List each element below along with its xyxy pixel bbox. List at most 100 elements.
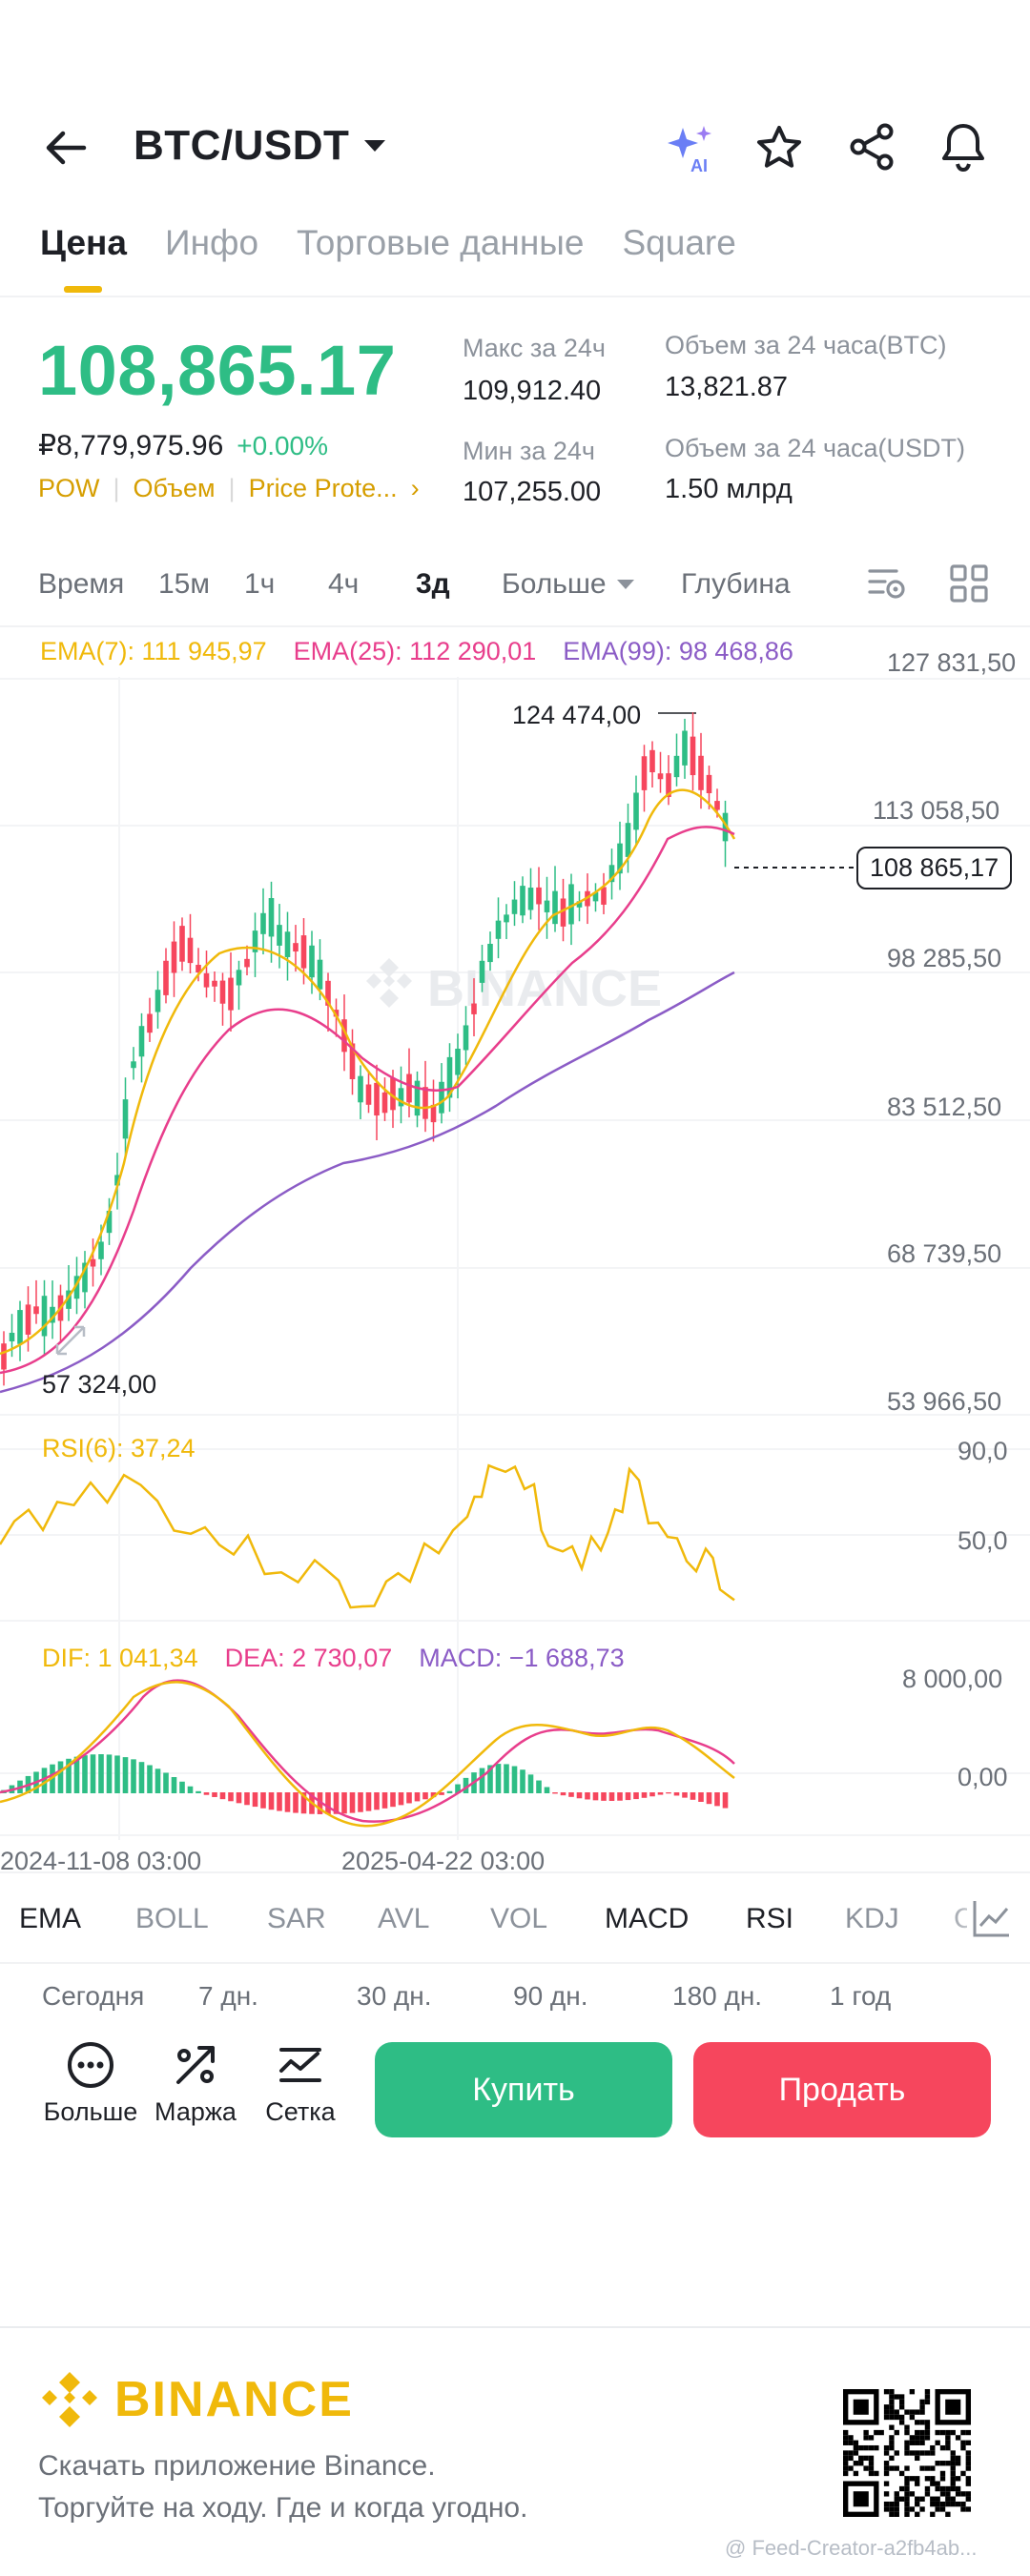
- period-1y[interactable]: 1 год: [830, 1981, 892, 2011]
- macd-bar: [358, 1792, 363, 1812]
- chevron-right-icon[interactable]: ›: [410, 474, 420, 502]
- qr-module: [883, 2481, 890, 2486]
- macd-bar: [495, 1764, 502, 1793]
- chart-bottom-divider: [0, 1871, 1030, 1873]
- qr-module: [883, 2389, 890, 2395]
- ind-sar[interactable]: SAR: [267, 1903, 326, 1934]
- star-icon[interactable]: [755, 124, 803, 172]
- interval-depth[interactable]: Глубина: [681, 568, 791, 600]
- qr-module: [878, 2429, 884, 2436]
- candle-body: [9, 1332, 15, 1341]
- ind-rsi[interactable]: RSI: [746, 1903, 794, 1934]
- pair-name: BTC/USDT: [134, 122, 350, 169]
- macd-bar: [430, 1792, 437, 1798]
- more-action[interactable]: Больше: [38, 2040, 143, 2127]
- macd-bar: [414, 1792, 421, 1802]
- sell-button[interactable]: Продать: [693, 2042, 991, 2137]
- qr-module: [909, 2409, 916, 2415]
- bell-icon[interactable]: [938, 120, 988, 172]
- macd-bar: [365, 1792, 372, 1811]
- tab-info[interactable]: Инфо: [164, 223, 259, 262]
- qr-module: [915, 2501, 920, 2507]
- tag-price-protection[interactable]: Price Prote...: [248, 474, 398, 502]
- indicator-settings-icon[interactable]: [971, 1897, 1013, 1939]
- pair-title[interactable]: BTC/USDT: [134, 122, 387, 170]
- ind-ema[interactable]: EMA: [19, 1903, 82, 1934]
- macd-bar: [300, 1792, 307, 1814]
- period-7d[interactable]: 7 дн.: [198, 1981, 258, 2011]
- qr-module: [945, 2511, 951, 2517]
- qr-module: [945, 2485, 951, 2492]
- fiat-row: ₽8,779,975.96 +0.00%: [38, 429, 328, 462]
- back-arrow-icon[interactable]: [42, 124, 90, 172]
- qr-module: [889, 2511, 895, 2517]
- period-180d[interactable]: 180 дн.: [672, 1981, 763, 2011]
- period-30d[interactable]: 30 дн.: [357, 1981, 432, 2011]
- interval-4h[interactable]: 4ч: [328, 568, 360, 600]
- macd-bar: [66, 1758, 72, 1793]
- chevron-down-icon: [362, 138, 387, 153]
- ind-avl[interactable]: AVL: [378, 1903, 430, 1934]
- qr-module: [874, 2470, 879, 2477]
- top-tabs: Цена Инфо Торговые данные Square: [40, 223, 736, 263]
- period-90d[interactable]: 90 дн.: [513, 1981, 588, 2011]
- ind-boll[interactable]: BOLL: [135, 1903, 209, 1934]
- candle-body: [617, 843, 623, 874]
- tag-volume[interactable]: Объем: [133, 474, 216, 502]
- tab-price[interactable]: Цена: [40, 223, 127, 262]
- layout-grid-icon[interactable]: [948, 562, 990, 604]
- qr-module: [924, 2465, 931, 2471]
- interval-time[interactable]: Время: [38, 568, 125, 600]
- share-icon[interactable]: [847, 122, 896, 172]
- high-marker: 124 474,00: [512, 701, 642, 729]
- qr-module: [863, 2444, 869, 2451]
- chart-settings-icon[interactable]: [866, 562, 908, 604]
- candle-body: [649, 749, 655, 773]
- y-label-3: 98 285,50: [887, 944, 1002, 972]
- qr-module: [843, 2435, 849, 2441]
- qr-module: [930, 2476, 936, 2482]
- candle-body: [536, 887, 542, 905]
- qr-module: [919, 2440, 925, 2445]
- qr-module: [919, 2429, 925, 2436]
- last-price-tag: 108 865,17: [856, 847, 1013, 889]
- macd-bar: [228, 1792, 234, 1802]
- ai-sparkle-icon[interactable]: AI: [664, 122, 717, 175]
- candlestick-chart[interactable]: BINANCE: [0, 629, 1030, 1869]
- qr-module: [960, 2501, 966, 2507]
- qr-module: [894, 2409, 899, 2415]
- qr-module: [919, 2506, 925, 2512]
- qr-module: [883, 2450, 890, 2456]
- tab-trading-data[interactable]: Торговые данные: [297, 223, 585, 262]
- buy-button[interactable]: Купить: [375, 2042, 672, 2137]
- macd-bar: [527, 1774, 534, 1793]
- interval-more[interactable]: Больше: [502, 568, 635, 601]
- period-today[interactable]: Сегодня: [42, 1981, 145, 2011]
- candle-body: [277, 925, 282, 946]
- interval-3d[interactable]: 3д: [416, 568, 450, 600]
- candle-body: [722, 812, 729, 842]
- interval-15m[interactable]: 15м: [158, 568, 210, 600]
- qr-module: [935, 2501, 940, 2507]
- qr-module: [904, 2476, 910, 2482]
- macd-bar: [463, 1777, 469, 1793]
- qr-module: [955, 2455, 961, 2462]
- qr-module: [935, 2496, 940, 2502]
- expand-arrows-icon[interactable]: [52, 1321, 90, 1360]
- candle-body: [50, 1306, 55, 1323]
- candle-body: [325, 980, 331, 1006]
- ind-vol[interactable]: VOL: [490, 1903, 548, 1934]
- qr-module: [843, 2470, 849, 2477]
- candle-body: [446, 1056, 453, 1098]
- interval-1h[interactable]: 1ч: [244, 568, 276, 600]
- tag-pow[interactable]: POW: [38, 474, 100, 502]
- tab-square[interactable]: Square: [622, 223, 736, 262]
- ind-kdj[interactable]: KDJ: [845, 1903, 899, 1934]
- margin-action[interactable]: Маржа: [143, 2040, 248, 2127]
- qr-module: [883, 2491, 890, 2497]
- ind-macd[interactable]: MACD: [605, 1903, 690, 1934]
- macd-bar: [390, 1792, 396, 1808]
- candle-body: [657, 773, 664, 780]
- grid-action[interactable]: Сетка: [248, 2040, 353, 2127]
- qr-module: [924, 2399, 931, 2405]
